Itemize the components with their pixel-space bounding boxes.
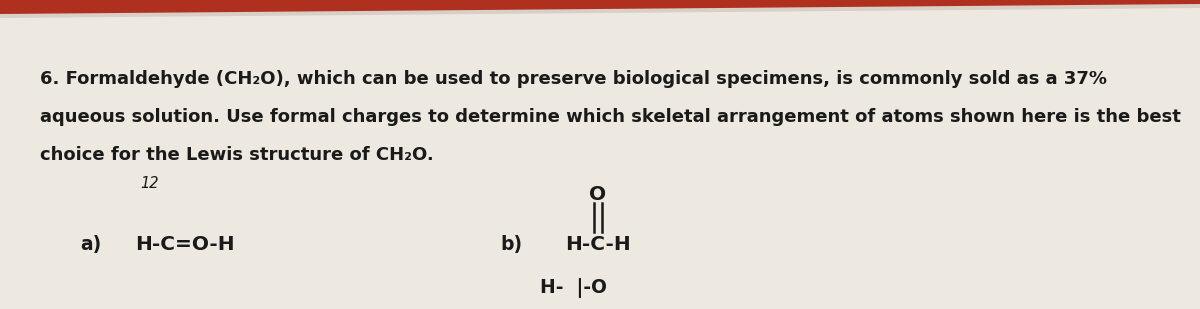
Polygon shape [0,4,1200,28]
Text: b): b) [500,235,522,254]
Text: H-C-H: H-C-H [565,235,631,254]
Text: H-  |-O: H- |-O [540,278,607,298]
Text: 12: 12 [140,176,158,191]
Text: a): a) [80,235,101,254]
Text: aqueous solution. Use formal charges to determine which skeletal arrangement of : aqueous solution. Use formal charges to … [40,108,1181,126]
Polygon shape [0,8,1200,309]
Text: 6. Formaldehyde (CH₂O), which can be used to preserve biological specimens, is c: 6. Formaldehyde (CH₂O), which can be use… [40,70,1108,88]
Text: O: O [589,185,606,204]
Text: choice for the Lewis structure of CH₂O.: choice for the Lewis structure of CH₂O. [40,146,433,164]
Text: H-C=O-H: H-C=O-H [134,235,235,254]
